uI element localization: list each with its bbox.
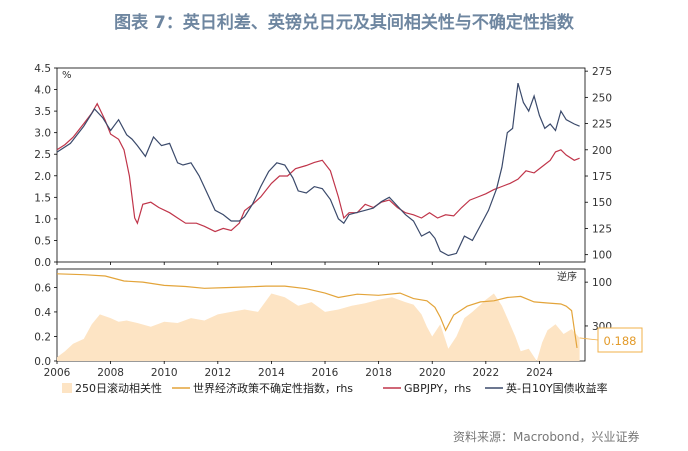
callout-value: 0.188 — [604, 334, 637, 348]
callout-box — [597, 327, 643, 353]
top-left-tick-label: 0.0 — [34, 257, 51, 269]
legend-label-correlation: 250日滚动相关性 — [75, 381, 162, 395]
x-tick-label: 2018 — [365, 367, 392, 379]
top-left-tick-label: 4.5 — [34, 63, 51, 75]
top-right-tick-label: 175 — [592, 171, 612, 183]
legend-label-gbpjpy: GBPJPY，rhs — [404, 382, 471, 395]
bottom-left-tick-label: 0.4 — [34, 307, 51, 319]
bottom-left-tick-label: 0.2 — [34, 331, 51, 343]
top-left-tick-label: 2.0 — [34, 171, 51, 183]
top-right-tick-label: 125 — [592, 223, 612, 235]
top-right-tick-label: 250 — [592, 92, 612, 104]
callout: 0.188 — [597, 327, 643, 353]
series-correlation-area — [57, 293, 580, 361]
top-left-tick-label: 3.5 — [34, 106, 51, 118]
legend-label-uncertainty: 世界经济政策不确定性指数，rhs — [193, 381, 353, 395]
top-right-tick-label: 200 — [592, 145, 612, 157]
x-tick-label: 2022 — [472, 367, 499, 379]
top-right-tick-label: 225 — [592, 119, 612, 131]
x-tick-label: 2024 — [526, 367, 553, 379]
top-left-tick-label: 3.0 — [34, 128, 51, 140]
bottom-right-tick-label: 100 — [592, 277, 612, 289]
bottom-right-axis-label: 逆序 — [557, 270, 577, 283]
series-gbpjpy-line — [56, 102, 580, 233]
top-left-tick-label: 1.0 — [34, 214, 51, 226]
top-right-tick-label: 275 — [592, 66, 612, 78]
top-left-tick-label: 4.0 — [34, 85, 51, 97]
x-tick-label: 2020 — [419, 367, 446, 379]
top-left-tick-label: 1.5 — [34, 192, 51, 204]
x-tick-label: 2014 — [258, 367, 285, 379]
x-tick-label: 2010 — [151, 367, 178, 379]
series-uncertainty-line — [56, 273, 578, 348]
top-right-tick-label: 100 — [592, 250, 612, 262]
top-left-tick-label: 2.5 — [34, 149, 51, 161]
legend: 250日滚动相关性 世界经济政策不确定性指数，rhs GBPJPY，rhs 英-… — [62, 381, 608, 395]
bottom-left-tick-label: 0.6 — [34, 282, 51, 294]
legend-label-spread: 英-日10Y国债收益率 — [506, 381, 608, 395]
correlation-area-group — [57, 293, 580, 361]
x-tick-label: 2006 — [44, 367, 71, 379]
chart-title: 图表 7：英日利差、英镑兑日元及其间相关性与不确定性指数 — [114, 13, 574, 33]
top-left-unit: % — [62, 70, 72, 81]
legend-swatch-correlation — [62, 383, 72, 393]
top-panel-frame — [56, 67, 586, 263]
top-right-tick-label: 150 — [592, 197, 612, 209]
x-tick-label: 2008 — [97, 367, 124, 379]
x-tick-label: 2016 — [312, 367, 339, 379]
x-tick-label: 2012 — [204, 367, 231, 379]
bottom-left-tick-label: 0.0 — [34, 356, 51, 368]
series-spread-line — [56, 82, 580, 257]
source-note: 资料来源：Macrobond，兴业证券 — [453, 430, 640, 444]
callout-connector — [579, 337, 599, 341]
line-series-group — [56, 82, 599, 348]
top-left-tick-label: 0.5 — [34, 235, 51, 247]
axes-group: 0.0 0.5 1.0 1.5 2.0 2.5 3.0 3.5 4.0 4.5% 100 125 150… — [34, 63, 612, 379]
